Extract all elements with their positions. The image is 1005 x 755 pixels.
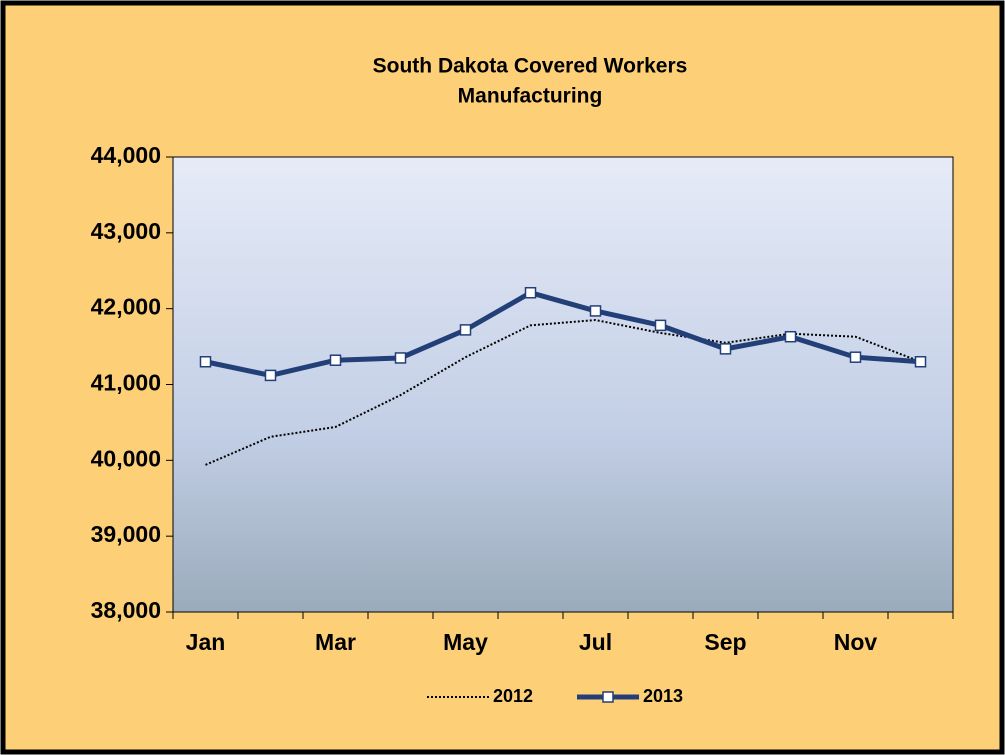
series-line [205,319,921,466]
marker [264,369,277,382]
x-tick-label: Jul [579,629,612,655]
x-tick-label: Jan [186,629,226,655]
marker [849,351,862,363]
marker [654,319,667,332]
x-tick-label: May [443,629,488,655]
y-tick-label: 41,000 [91,370,161,396]
marker [589,305,602,317]
marker [199,356,212,368]
marker [459,324,472,336]
y-tick-label: 40,000 [91,445,161,471]
chart-subtitle: Manufacturing [458,85,603,108]
x-tick-label: Nov [834,629,878,655]
y-tick-label: 43,000 [91,218,161,244]
marker [914,356,927,368]
marker [784,330,797,343]
marker [329,354,342,366]
legend-label: 2012 [493,686,533,706]
x-tick-label: Mar [315,629,356,655]
y-tick-label: 39,000 [91,521,161,547]
plot-area [172,156,954,613]
marker [394,352,407,364]
marker [719,343,732,355]
legend-label: 2013 [643,686,683,706]
y-tick-label: 42,000 [91,294,161,320]
chart-title: South Dakota Covered Workers [373,55,688,78]
y-tick-label: 38,000 [91,597,161,623]
x-tick-label: Sep [704,629,746,655]
y-tick-label: 44,000 [91,142,161,168]
legend-marker [602,691,614,703]
marker [524,286,537,299]
series-line [204,290,921,378]
